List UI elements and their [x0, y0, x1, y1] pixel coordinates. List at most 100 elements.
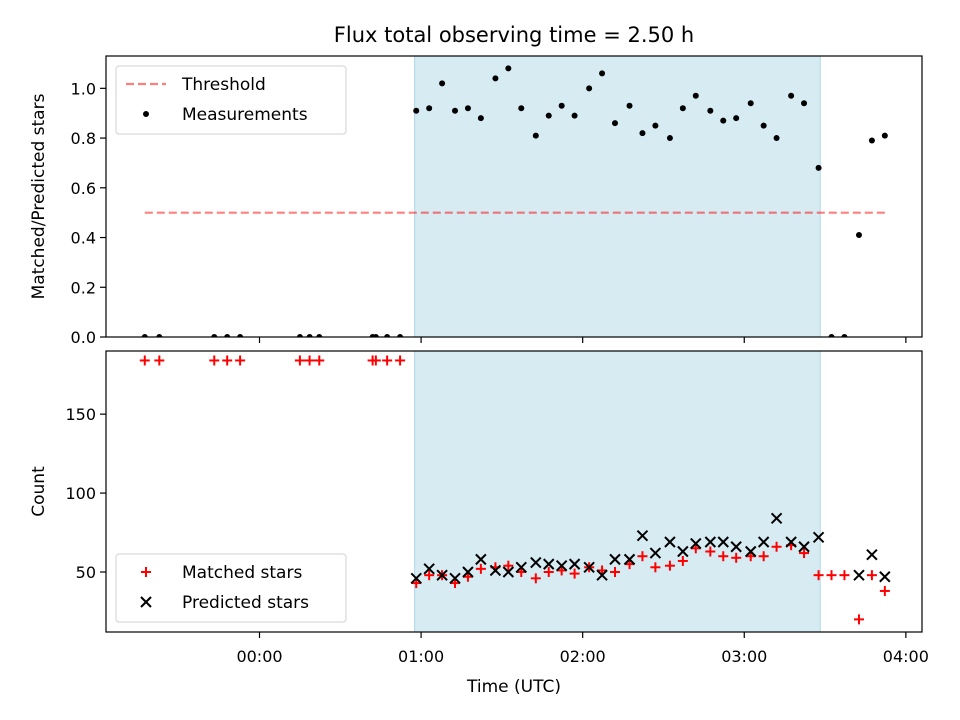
predicted-star-marker-b	[664, 536, 676, 548]
measurement-point	[426, 105, 433, 112]
measurement-point	[397, 334, 404, 337]
y-tick-label: 0.0	[71, 328, 96, 347]
predicted-star-marker	[568, 558, 581, 570]
measurement-point	[237, 334, 244, 337]
y-tick-label: 0.6	[71, 179, 96, 198]
predicted-star-marker-b	[745, 545, 757, 558]
matched-star-marker	[294, 355, 305, 366]
predicted-star-marker	[664, 536, 676, 548]
measurement-point	[477, 115, 484, 122]
predicted-star-marker	[717, 536, 729, 548]
predicted-star-marker-b	[555, 559, 568, 572]
measurement-point	[464, 105, 471, 112]
predicted-star-marker	[515, 561, 527, 573]
matched-star-marker	[139, 355, 150, 366]
predicted-star-marker	[543, 558, 555, 570]
x-tick-label: 00:00	[236, 647, 282, 666]
legend-predicted-swatch-b	[140, 596, 152, 608]
predicted-star-marker	[785, 536, 797, 548]
matched-star-marker	[771, 541, 782, 552]
measurement-point	[760, 122, 767, 129]
measurement-point	[639, 130, 646, 137]
predicted-star-marker-b	[623, 553, 636, 566]
matched-star-marker	[664, 560, 675, 571]
measurement-point	[558, 102, 565, 109]
matched-star-marker	[370, 355, 381, 366]
predicted-star-marker	[555, 559, 568, 572]
matched-star-marker	[222, 355, 233, 366]
predicted-star-marker	[502, 566, 515, 578]
predicted-star-marker	[770, 512, 783, 525]
predicted-star-marker	[866, 548, 878, 561]
measurement-point	[679, 105, 686, 112]
predicted-star-marker-b	[866, 548, 878, 561]
legend-box	[115, 553, 347, 623]
measurement-point	[881, 132, 888, 139]
predicted-star-marker	[436, 569, 448, 581]
legend: Threshold Measurements	[115, 65, 347, 135]
measurement-point	[586, 85, 593, 92]
matched-star-marker	[235, 355, 246, 366]
matched-star-marker	[530, 573, 541, 584]
predicted-star-marker-b	[636, 529, 649, 542]
measurement-point	[384, 334, 391, 337]
predicted-star-marker-b	[812, 531, 825, 543]
legend-label: Predicted stars	[182, 593, 309, 613]
y-tick-label: 50	[76, 563, 96, 582]
measurement-point	[747, 100, 754, 107]
predicted-star-marker-b	[717, 536, 729, 548]
legend-label: Matched stars	[182, 563, 302, 583]
predicted-star-marker	[623, 553, 636, 566]
predicted-star-marker-b	[568, 558, 581, 570]
matched-star-marker	[813, 570, 824, 581]
data-marks	[139, 355, 891, 625]
predicted-star-marker	[757, 536, 770, 548]
measurement-point	[211, 334, 218, 337]
matched-star-marker	[154, 355, 165, 366]
predicted-star-marker-b	[515, 561, 527, 573]
predicted-star-marker-b	[475, 553, 487, 566]
predicted-star-marker-b	[489, 564, 502, 577]
matched-star-marker	[543, 567, 554, 578]
predicted-star-marker-b	[798, 541, 810, 553]
legend-predicted-swatch	[140, 596, 152, 608]
measurement-point	[611, 120, 618, 127]
predicted-star-marker-b	[449, 572, 461, 585]
measurement-point	[828, 334, 835, 337]
matched-star-marker	[637, 551, 648, 562]
measurement-point	[518, 105, 525, 112]
legend-matched-swatch	[141, 567, 151, 577]
measurement-point	[492, 75, 499, 82]
predicted-star-marker-b	[730, 541, 742, 553]
matched-star-marker	[209, 355, 220, 366]
predicted-star-marker-b	[609, 553, 621, 566]
predicted-star-marker	[745, 545, 757, 558]
matched-star-marker	[731, 552, 742, 563]
observing-window-span	[414, 350, 821, 633]
ratio-panel: 0.0 0.2 0.4 0.6 0.8 1.0 Matched/Predicted star…	[29, 55, 923, 347]
x-tick-label: 02:00	[560, 647, 606, 666]
measurement-point	[773, 135, 780, 142]
measurement-point	[652, 122, 659, 129]
matched-star-marker	[424, 570, 435, 581]
measurement-point	[868, 137, 875, 144]
predicted-star-marker	[690, 537, 702, 550]
measurement-point	[224, 334, 231, 337]
predicted-star-marker	[449, 572, 461, 585]
matched-star-marker	[304, 355, 315, 366]
axes-frame	[105, 350, 923, 633]
matched-star-marker	[382, 355, 393, 366]
predicted-star-marker-b	[502, 566, 515, 578]
measurement-point	[156, 334, 163, 337]
measurement-point	[692, 92, 699, 99]
matched-star-marker	[718, 551, 729, 562]
predicted-star-marker-b	[649, 547, 662, 559]
predicted-star-marker	[609, 553, 621, 566]
predicted-star-marker	[530, 556, 542, 569]
y-tick-label: 0.8	[71, 129, 96, 148]
x-tick-label: 01:00	[398, 647, 444, 666]
predicted-star-marker-b	[704, 536, 717, 548]
y-tick-label: 100	[65, 484, 96, 503]
predicted-star-marker	[583, 561, 595, 573]
